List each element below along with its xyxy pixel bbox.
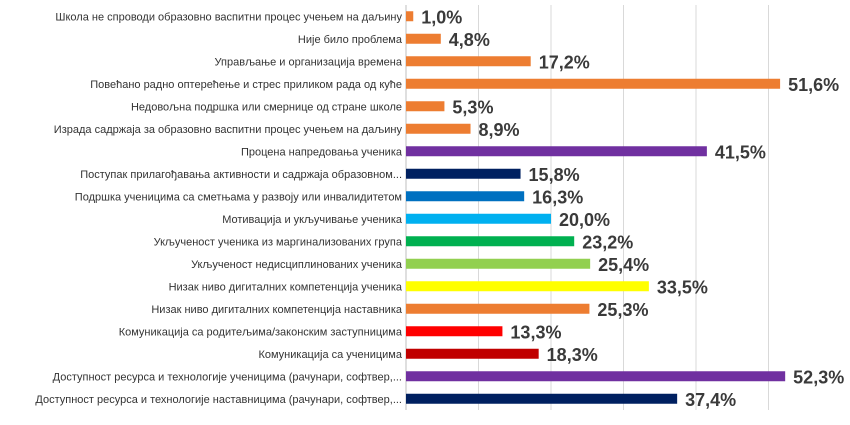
category-label-9: Подршка ученицима са сметњама у развоју …	[75, 191, 402, 203]
bar-18	[406, 393, 678, 404]
gridlines	[405, 5, 769, 410]
data-label-3: 17,2%	[539, 52, 590, 72]
category-labels: Школа не спроводи образовно васпитни про…	[35, 11, 402, 406]
bar-11	[406, 236, 575, 247]
data-label-8: 15,8%	[529, 165, 580, 185]
data-label-14: 25,3%	[597, 300, 648, 320]
category-label-4: Повећано радно оптерећење и стрес прилик…	[90, 79, 402, 91]
data-label-1: 1,0%	[421, 7, 462, 27]
category-label-5: Недовољна подршка или смернице од стране…	[131, 101, 402, 113]
category-label-10: Мотивација и укључивање ученика	[222, 214, 403, 226]
data-label-13: 33,5%	[657, 277, 708, 297]
bar-12	[406, 258, 591, 269]
bar-3	[406, 56, 531, 67]
category-label-15: Комуникација са родитељима/законским зас…	[119, 326, 403, 338]
category-label-13: Низак ниво дигиталних компетенција учени…	[169, 281, 403, 293]
bar-2	[406, 33, 441, 44]
data-label-18: 37,4%	[685, 390, 736, 410]
data-label-2: 4,8%	[449, 30, 490, 50]
category-label-7: Процена напредовања ученика	[241, 146, 403, 158]
data-label-7: 41,5%	[715, 142, 766, 162]
data-label-11: 23,2%	[582, 232, 633, 252]
category-label-14: Низак ниво дигиталних компетенција наста…	[151, 304, 403, 316]
category-label-12: Укљученост недисциплинованих ученика	[191, 259, 403, 271]
bar-14	[406, 303, 590, 314]
category-label-8: Поступак прилагођавања активности и садр…	[80, 169, 402, 181]
category-label-3: Управљање и организација времена	[215, 56, 403, 68]
bar-1	[406, 11, 414, 22]
bars	[406, 11, 786, 404]
data-label-5: 5,3%	[452, 97, 493, 117]
category-label-1: Школа не спроводи образовно васпитни про…	[55, 11, 402, 23]
bar-4	[406, 78, 781, 89]
data-label-9: 16,3%	[532, 187, 583, 207]
bar-9	[406, 191, 525, 202]
data-label-12: 25,4%	[598, 255, 649, 275]
category-label-16: Комуникација са ученицима	[258, 349, 402, 361]
category-label-11: Укљученост ученика из маргинализованих г…	[154, 236, 403, 248]
data-label-16: 18,3%	[547, 345, 598, 365]
bar-13	[406, 281, 649, 292]
category-label-17: Доступност ресурса и технологије ученици…	[53, 371, 402, 383]
category-label-2: Није било проблема	[298, 34, 403, 46]
bar-16	[406, 348, 539, 359]
bar-6	[406, 123, 471, 134]
bar-5	[406, 101, 445, 112]
bar-7	[406, 146, 707, 157]
bar-17	[406, 371, 786, 382]
data-labels: 1,0% 4,8% 17,2% 51,6% 5,3% 8,9% 41,5% 15,8%16,3…	[421, 7, 844, 410]
category-label-18: Доступност ресурса и технологије наставн…	[35, 394, 402, 406]
bar-8	[406, 168, 521, 179]
category-label-6: Израда садржаја за образовно васпитни пр…	[54, 124, 403, 136]
data-label-6: 8,9%	[479, 120, 520, 140]
bar-15	[406, 326, 503, 337]
data-label-17: 52,3%	[793, 367, 844, 387]
data-label-10: 20,0%	[559, 210, 610, 230]
data-label-15: 13,3%	[510, 322, 561, 342]
bar-10	[406, 213, 551, 224]
data-label-4: 51,6%	[788, 75, 839, 95]
